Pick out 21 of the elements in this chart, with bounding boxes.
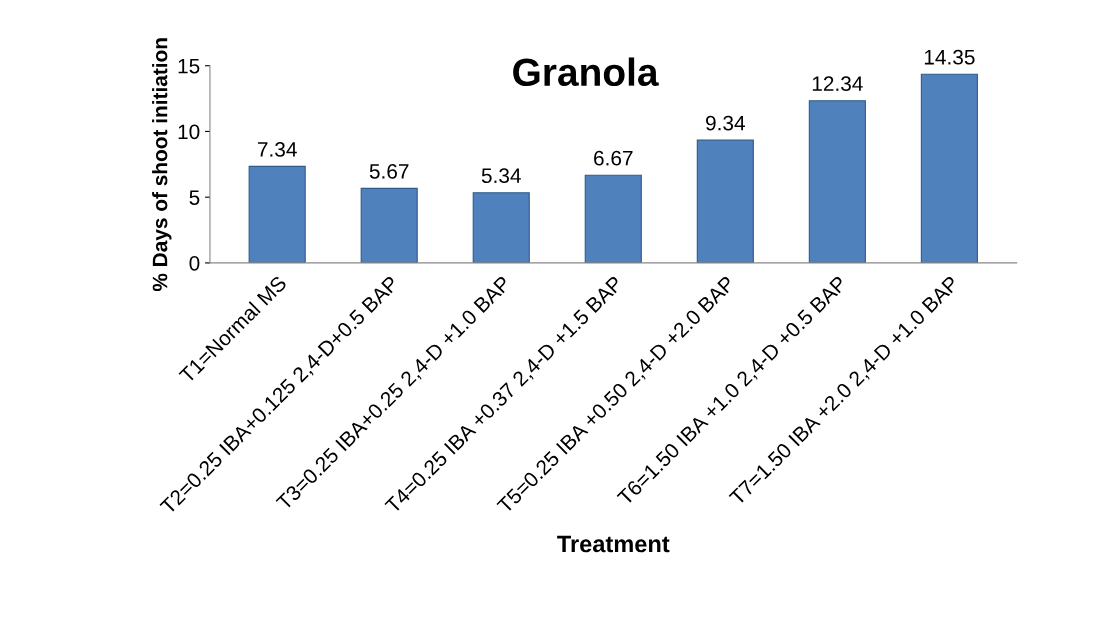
bar [920,73,978,263]
y-axis-title: % Days of shoot initiation [152,38,172,292]
bar [584,174,642,263]
data-label: 7.34 [257,142,297,157]
bar [248,165,306,263]
data-label: 5.67 [369,163,409,179]
y-tick-label: 5 [189,190,200,205]
data-label: 9.34 [706,115,745,131]
data-label: 14.35 [924,49,975,65]
y-tick-label: 10 [178,124,200,140]
data-label: 5.34 [481,168,521,184]
data-label: 12.34 [812,76,863,92]
bar [808,100,866,263]
data-label: 6.67 [594,150,633,166]
bar [360,187,418,263]
bar [472,192,530,263]
y-tick-label: 0 [189,255,200,271]
x-axis-title: Treatment [557,535,670,553]
chart-title: Granola [513,57,659,87]
y-tick-label: 15 [178,58,200,74]
bar [696,139,754,263]
